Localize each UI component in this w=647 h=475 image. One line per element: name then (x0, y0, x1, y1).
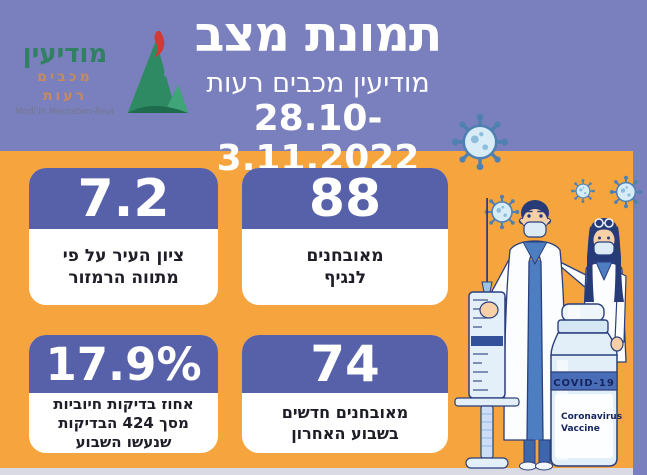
bottle-label-line1: Coronavirus (561, 412, 622, 422)
stat-card-city-score: 7.2 ציון העיר על פי מתווה הרמזור (29, 168, 218, 305)
virus-icon (450, 112, 510, 172)
virus-icon (483, 193, 521, 231)
stat-label: מאובחנים חדשים בשבוע האחרון (242, 393, 448, 453)
stat-label-line: מאובחנים חדשים (281, 403, 409, 422)
stat-label: אחוז בדיקות חיוביות מסך 424 הבדיקות שנעש… (29, 393, 218, 453)
syringe-icon (454, 198, 520, 469)
logo-city-name: מודיעין (22, 39, 108, 69)
stat-label-line: מסך 424 הבדיקות (58, 413, 189, 432)
stat-label-line: מתווה הרמזור (68, 268, 179, 288)
stat-label: מאובחנים לנגיף (242, 229, 448, 305)
page-subtitle: מודיעין מכבים רעות (206, 68, 430, 99)
stat-label-line: בשבוע האחרון (291, 424, 399, 443)
stat-label-line: ציון העיר על פי (62, 246, 185, 266)
bottle-band-label: COVID-19 (553, 378, 615, 389)
logo-city-subname: מכבים רעות (37, 69, 93, 104)
stat-label-line: לנגיף (323, 268, 367, 288)
stat-card-positive-rate: 17.9% אחוז בדיקות חיוביות מסך 424 הבדיקו… (29, 335, 218, 453)
logo-text: מודיעין מכבים רעות Modi'in Maccabim-Reut (12, 30, 118, 118)
doctors-vaccine-illustration: COVID-19 Coronavirus Vaccine (450, 112, 644, 471)
stat-label-line: אחוז בדיקות חיוביות (53, 394, 194, 413)
logo-city-name-english: Modi'in Maccabim-Reut (15, 107, 115, 117)
stat-value: 88 (242, 168, 448, 229)
date-range: 28.10-3.11.2022 (216, 98, 420, 179)
hand (479, 301, 499, 319)
face-mask-icon (593, 241, 615, 256)
face-mask-icon (523, 221, 547, 238)
stat-label-line: שנעשו השבוע (75, 432, 172, 451)
stat-label-line: מאובחנים (306, 246, 384, 266)
stat-value: 74 (242, 335, 448, 393)
stat-label: ציון העיר על פי מתווה הרמזור (29, 229, 218, 305)
vaccine-bottle-icon: COVID-19 Coronavirus Vaccine (550, 303, 622, 467)
stat-card-diagnosed: 88 מאובחנים לנגיף (242, 168, 448, 305)
stat-card-new-cases: 74 מאובחנים חדשים בשבוע האחרון (242, 335, 448, 453)
virus-icon (570, 178, 596, 204)
right-edge-strip (633, 0, 647, 475)
page-title: תמונת מצב (194, 6, 443, 63)
title-block: תמונת מצב מודיעין מכבים רעות 28.10-3.11.… (186, 6, 450, 179)
municipality-logo: מודיעין מכבים רעות Modi'in Maccabim-Reut (12, 30, 192, 118)
mountain-flame-logo-icon (127, 31, 189, 113)
stat-value: 7.2 (29, 168, 218, 229)
header-band (0, 0, 647, 151)
stat-value: 17.9% (29, 335, 218, 393)
hand (610, 336, 624, 352)
virus-icon (608, 174, 644, 210)
floor-strip (0, 468, 633, 475)
bottle-label-line2: Vaccine (561, 424, 600, 434)
